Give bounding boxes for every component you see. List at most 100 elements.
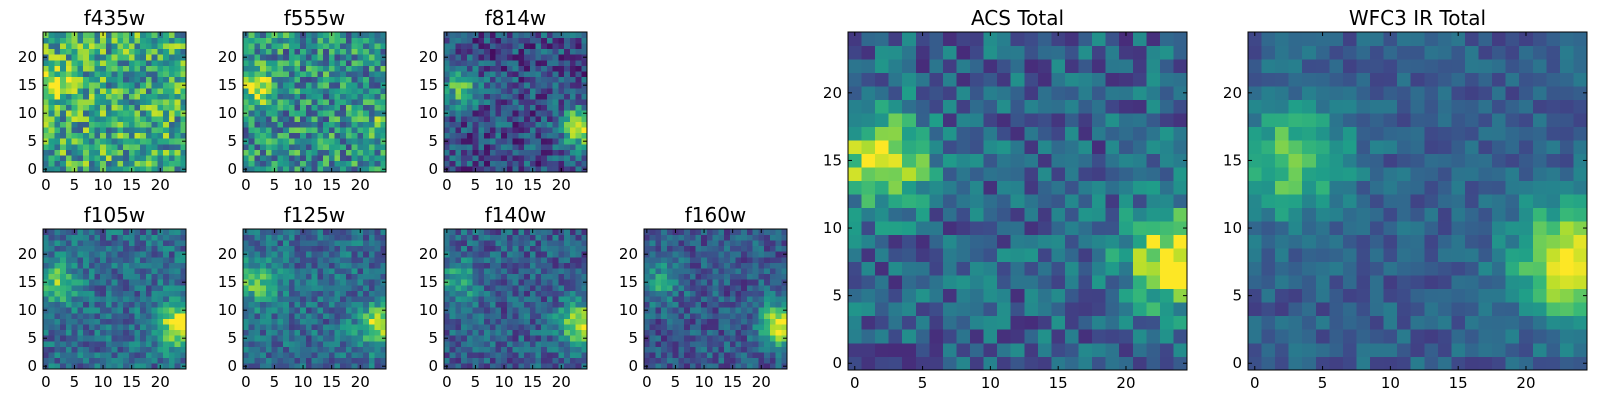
heatmap-cell: [300, 54, 307, 61]
heatmap-cell: [134, 32, 141, 38]
heatmap-cell: [495, 313, 502, 319]
heatmap-cell: [60, 71, 67, 78]
heatmap-cell: [368, 273, 375, 280]
x-tick-label: 10: [495, 373, 514, 391]
heatmap-cell: [260, 251, 267, 258]
heatmap-cell: [575, 82, 582, 89]
heatmap-cell: [174, 301, 181, 308]
heatmap-cell: [695, 335, 702, 342]
heatmap-cell: [701, 329, 708, 336]
heatmap-cell: [311, 346, 318, 353]
heatmap-cell: [689, 313, 696, 319]
heatmap-cell: [123, 301, 130, 308]
heatmap-cell: [678, 279, 685, 286]
heatmap-cell: [305, 116, 312, 122]
heatmap-cell: [260, 60, 267, 66]
heatmap-cell: [100, 110, 107, 117]
heatmap-cell: [706, 324, 713, 331]
heatmap-cell: [1119, 315, 1134, 330]
heatmap-cell: [128, 335, 135, 342]
heatmap-cell: [60, 341, 67, 347]
heatmap-cell: [134, 144, 141, 150]
heatmap-cell: [718, 257, 725, 263]
heatmap-cell: [552, 262, 559, 269]
heatmap-cell: [701, 234, 708, 241]
heatmap-cell: [265, 155, 272, 162]
heatmap-cell: [449, 104, 456, 111]
heatmap-cell: [558, 285, 565, 291]
heatmap-cell: [271, 82, 278, 89]
heatmap-cell: [741, 273, 748, 280]
heatmap-cell: [77, 71, 84, 78]
heatmap-cell: [569, 132, 576, 139]
heatmap-cell: [260, 318, 267, 325]
panel-title: f160w: [685, 203, 747, 227]
heatmap-cell: [1146, 275, 1161, 290]
heatmap-cell: [168, 155, 175, 162]
heatmap-cell: [666, 352, 673, 359]
heatmap-cell: [444, 290, 451, 297]
heatmap-cell: [260, 37, 267, 44]
heatmap-cell: [134, 43, 141, 50]
y-tick-label: 0: [227, 357, 237, 375]
heatmap-cell: [661, 357, 668, 364]
heatmap-cell: [524, 149, 531, 156]
heatmap-cell: [581, 76, 588, 83]
heatmap-cell: [351, 318, 358, 325]
heatmap-cell: [472, 43, 479, 50]
heatmap-cell: [444, 155, 451, 162]
heatmap-cell: [695, 313, 702, 319]
heatmap-cell: [277, 138, 284, 145]
heatmap-cell: [535, 357, 542, 364]
heatmap-cell: [564, 104, 571, 111]
heatmap-cell: [718, 268, 725, 275]
heatmap-cell: [54, 60, 61, 66]
heatmap-cell: [1078, 167, 1093, 182]
heatmap-cell: [1105, 221, 1120, 236]
heatmap-cell: [478, 48, 485, 55]
heatmap-cell: [581, 65, 588, 72]
heatmap-cell: [340, 166, 347, 173]
heatmap-cell: [706, 329, 713, 336]
heatmap-cell: [368, 329, 375, 336]
heatmap-cell: [718, 357, 725, 364]
heatmap-cell: [65, 234, 72, 241]
heatmap-cell: [105, 127, 112, 134]
heatmap-cell: [77, 104, 84, 111]
heatmap-cell: [529, 257, 536, 263]
heatmap-cell: [54, 229, 61, 235]
heatmap-cell: [134, 76, 141, 83]
heatmap-cell: [363, 144, 370, 150]
heatmap-cell: [163, 251, 170, 258]
heatmap-cell: [649, 268, 656, 275]
heatmap-cell: [71, 273, 78, 280]
heatmap-cell: [575, 324, 582, 331]
y-tick-label: 10: [218, 301, 237, 319]
heatmap-cell: [449, 245, 456, 252]
heatmap-cell: [117, 60, 124, 66]
heatmap-cell: [455, 160, 462, 167]
heatmap-cell: [478, 71, 485, 78]
heatmap-cell: [735, 296, 742, 303]
heatmap-cell: [363, 357, 370, 364]
heatmap-cell: [929, 302, 944, 317]
heatmap-cell: [506, 132, 513, 139]
heatmap-cell: [134, 257, 141, 263]
heatmap-cell: [701, 296, 708, 303]
heatmap-cell: [541, 262, 548, 269]
heatmap-cell: [368, 104, 375, 111]
heatmap-cell: [174, 262, 181, 269]
heatmap-cell: [775, 352, 782, 359]
heatmap-cell: [888, 153, 903, 168]
heatmap-cell: [100, 116, 107, 122]
heatmap-cell: [546, 234, 553, 241]
heatmap-cell: [43, 240, 50, 247]
heatmap-cell: [781, 324, 788, 331]
heatmap-cell: [265, 346, 272, 353]
heatmap-cell: [552, 279, 559, 286]
heatmap-cell: [752, 240, 759, 247]
heatmap-cell: [752, 229, 759, 235]
heatmap-cell: [334, 273, 341, 280]
heatmap-cell: [180, 48, 187, 55]
heatmap-cell: [501, 329, 508, 336]
